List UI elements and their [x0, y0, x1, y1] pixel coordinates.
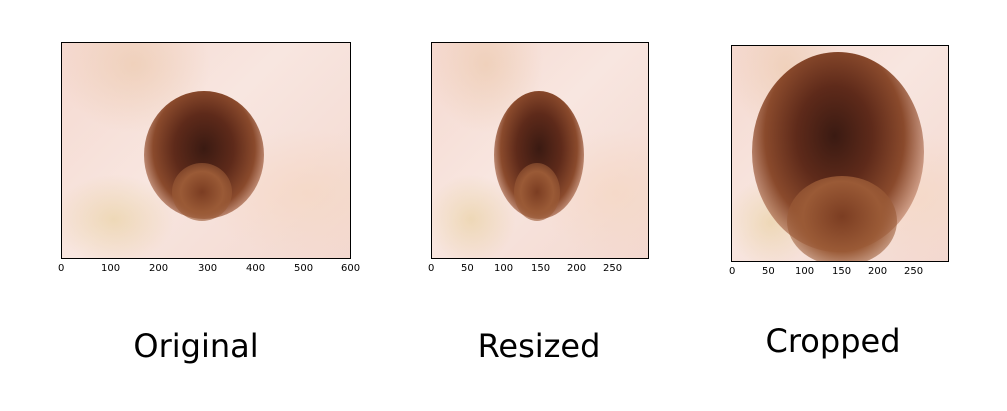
x-tick-label: 600 — [341, 263, 361, 274]
lesion-image-original — [61, 42, 351, 259]
x-tick-label: 100 — [795, 266, 815, 277]
x-tick-label: 50 — [762, 266, 775, 277]
caption-original: Original — [133, 327, 259, 365]
x-tick-label: 150 — [832, 266, 852, 277]
x-tick-label: 100 — [494, 263, 514, 274]
x-tick-label: 150 — [531, 263, 551, 274]
lesion-image-cropped — [731, 45, 949, 262]
lesion-image-resized — [431, 42, 649, 259]
x-tick-label: 250 — [904, 266, 924, 277]
x-tick-label: 200 — [868, 266, 888, 277]
x-tick-label: 50 — [461, 263, 474, 274]
x-tick-label: 200 — [567, 263, 587, 274]
x-tick-label: 250 — [603, 263, 623, 274]
caption-cropped: Cropped — [765, 322, 901, 360]
caption-resized: Resized — [477, 327, 601, 365]
x-tick-label: 0 — [729, 266, 736, 277]
x-tick-label: 400 — [246, 263, 266, 274]
x-tick-label: 500 — [294, 263, 314, 274]
x-tick-label: 0 — [428, 263, 435, 274]
x-tick-label: 300 — [198, 263, 218, 274]
x-tick-label: 200 — [149, 263, 169, 274]
x-tick-label: 0 — [58, 263, 65, 274]
x-tick-label: 100 — [101, 263, 121, 274]
